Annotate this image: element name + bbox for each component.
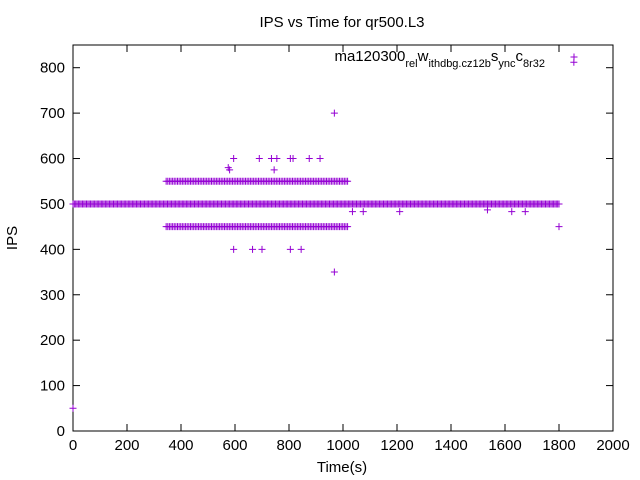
data-point	[230, 245, 238, 253]
x-tick-label: 1400	[434, 437, 467, 454]
data-point	[289, 155, 297, 163]
data-point	[396, 208, 404, 216]
data-point	[316, 155, 324, 163]
y-tick-label: 0	[57, 423, 65, 440]
x-tick-label: 1800	[542, 437, 575, 454]
x-tick-label: 800	[276, 437, 301, 454]
data-point	[508, 208, 516, 216]
legend-marker-plus	[570, 53, 578, 61]
y-tick-label: 400	[40, 241, 65, 258]
y-tick-label: 300	[40, 287, 65, 304]
y-tick-label: 600	[40, 151, 65, 168]
data-point	[521, 208, 529, 216]
data-point	[249, 245, 257, 253]
x-tick-label: 400	[168, 437, 193, 454]
y-tick-label: 800	[40, 60, 65, 77]
data-point	[330, 268, 338, 276]
data-point	[305, 155, 313, 163]
y-tick-label: 100	[40, 378, 65, 395]
x-axis-label: Time(s)	[317, 459, 367, 476]
data-point	[226, 166, 234, 174]
data-point	[255, 155, 263, 163]
y-tick-label: 500	[40, 196, 65, 213]
chart-title: IPS vs Time for qr500.L3	[259, 14, 424, 31]
data-point	[555, 200, 563, 208]
data-point	[69, 404, 77, 412]
y-tick-label: 200	[40, 332, 65, 349]
data-points	[69, 58, 578, 412]
data-point	[344, 223, 352, 231]
x-tick-label: 1000	[326, 437, 359, 454]
data-point	[348, 208, 356, 216]
data-point	[270, 166, 278, 174]
x-tick-label: 1200	[380, 437, 413, 454]
y-tick-label: 700	[40, 105, 65, 122]
x-tick-label: 600	[222, 437, 247, 454]
legend: ma120300relwithdbg.cz12bsyncc8r32	[334, 48, 578, 70]
x-tick-label: 1600	[488, 437, 521, 454]
data-point	[483, 206, 491, 214]
data-point	[344, 177, 352, 185]
data-point	[297, 245, 305, 253]
x-tick-label: 0	[69, 437, 77, 454]
y-axis-label: IPS	[4, 226, 21, 250]
data-point	[230, 155, 238, 163]
x-axis: 0 200 400 600 800 1000 1200 1400 1600 1800 2000	[69, 45, 630, 454]
data-point	[330, 109, 338, 117]
data-point	[555, 223, 563, 231]
data-point	[258, 245, 266, 253]
data-point	[273, 155, 281, 163]
y-axis: 0 100 200 300 400 500 600 700 800	[40, 60, 613, 440]
legend-label: ma120300relwithdbg.cz12bsyncc8r32	[334, 48, 545, 70]
x-tick-label: 200	[114, 437, 139, 454]
data-point	[359, 208, 367, 216]
data-point	[286, 245, 294, 253]
x-tick-label: 2000	[596, 437, 629, 454]
legend-marker	[570, 53, 578, 61]
